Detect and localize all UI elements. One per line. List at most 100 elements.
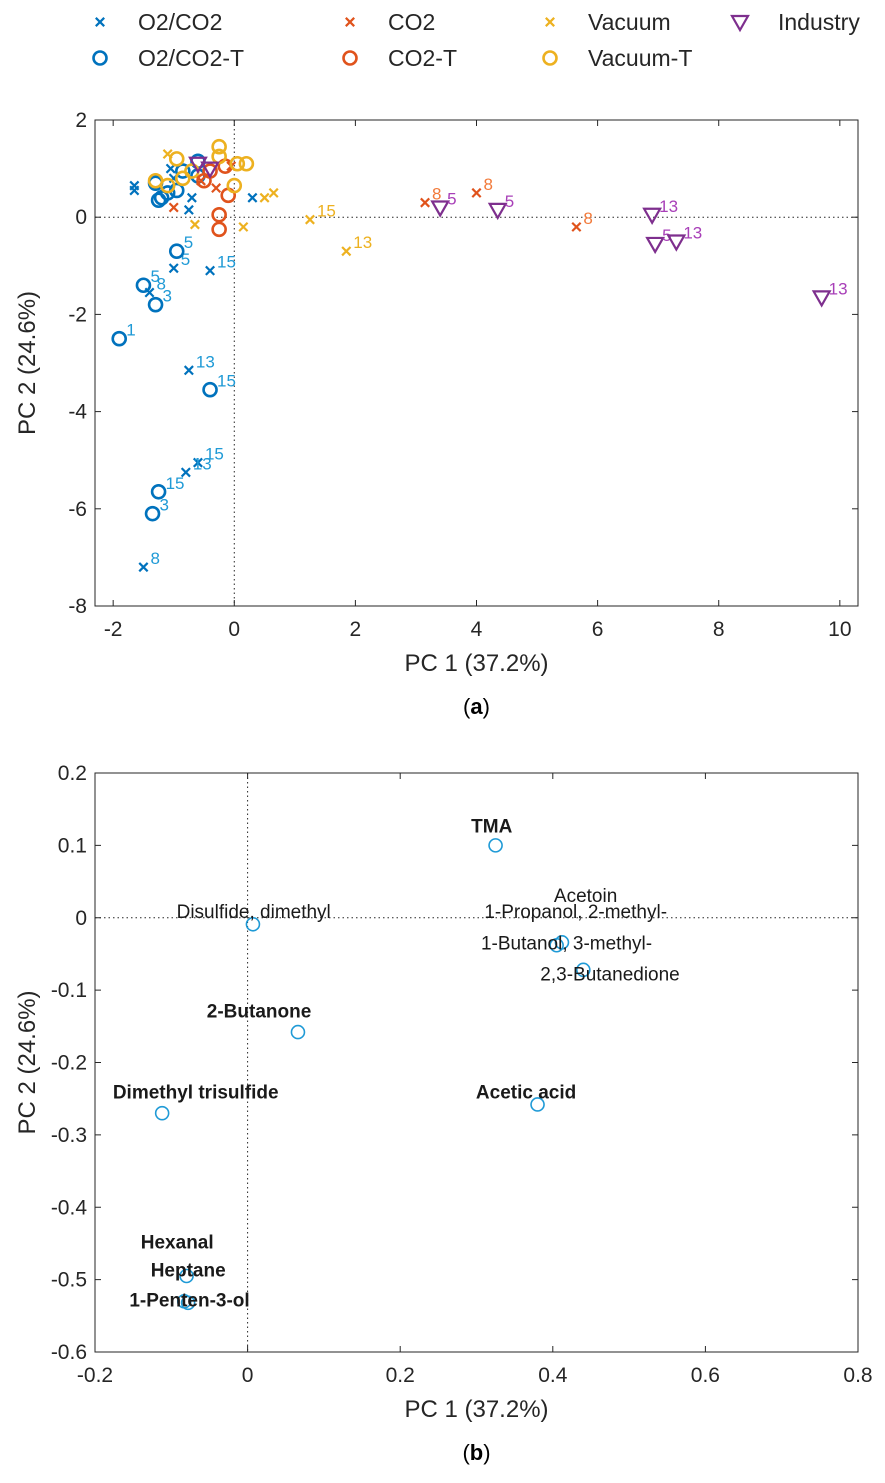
point-annotation: 2,3-Butanedione <box>540 965 679 986</box>
chart-b-y-tick-label: -0.6 <box>51 1341 87 1364</box>
chart-b-x-axis-label: PC 1 (37.2%) <box>404 1396 548 1423</box>
point-label: 1 <box>126 321 135 340</box>
legend-marker-vacuum-t <box>542 50 558 66</box>
point-label: 15 <box>205 445 224 464</box>
data-point <box>150 483 167 500</box>
data-point <box>168 243 185 260</box>
data-point <box>154 1105 170 1121</box>
chart-a-y-tick-label: -6 <box>68 498 87 521</box>
data-point <box>202 381 218 398</box>
chart-b-plot-frame <box>94 772 859 1353</box>
point-label: 5 <box>184 233 193 252</box>
chart-b-x-tick-label: 0.2 <box>386 1364 415 1387</box>
data-point <box>211 183 222 194</box>
chart-b-annotations: TMA Acetoin Disulfide, dimethyl 1-Propanol,… <box>113 816 680 1311</box>
data-point <box>159 177 176 194</box>
point-label: 5 <box>150 267 159 286</box>
data-point <box>576 962 591 978</box>
series-vacuum-t <box>147 138 255 194</box>
point-label: 8 <box>150 549 159 568</box>
point-label: 13 <box>829 279 848 298</box>
data-point <box>196 172 212 189</box>
data-point <box>487 202 508 221</box>
chart-a-x-tick-label: -2 <box>104 618 123 641</box>
chart-b-x-tick-label: -0.2 <box>77 1364 113 1387</box>
point-label: 8 <box>583 209 592 228</box>
data-point <box>175 163 191 179</box>
chart-b-y-tick-label: 0.2 <box>58 762 87 785</box>
data-point <box>666 234 687 252</box>
chart-b-x-tick-label: 0.8 <box>843 1364 872 1387</box>
data-point <box>205 265 216 276</box>
data-point <box>211 206 227 223</box>
chart-b-y-tick-label: -0.4 <box>51 1196 88 1219</box>
data-point <box>192 457 203 468</box>
legend-marker-co2-t <box>342 50 358 66</box>
chart-a-y-tick-label: -8 <box>68 595 87 618</box>
point-label: 13 <box>196 352 215 371</box>
chart-a-plot-frame <box>94 119 859 607</box>
data-point <box>341 246 352 257</box>
chart-a: -2 0 2 4 6 8 10 -8 -6 -4 -2 0 2 PC 1 (37.2%) PC 2 (24.… <box>14 9 860 719</box>
chart-a-x-tick-label: 6 <box>592 618 604 641</box>
legend-label: O2/CO2-T <box>138 45 244 71</box>
data-point <box>211 148 227 165</box>
point-label: 8 <box>432 185 441 204</box>
chart-b-y-tick-label: 0 <box>75 907 87 930</box>
point-annotation: Dimethyl trisulfide <box>113 1083 279 1104</box>
data-point <box>188 156 208 174</box>
chart-a-x-tick-label: 0 <box>228 618 240 641</box>
point-label: 5 <box>505 192 514 211</box>
legend-marker-vacuum <box>545 17 555 27</box>
data-point <box>211 138 227 155</box>
data-point <box>189 219 200 230</box>
point-label: 15 <box>217 253 236 272</box>
point-annotation: Acetoin <box>554 886 617 907</box>
data-point <box>471 187 482 198</box>
chart-a-y-axis-label: PC 2 (24.6%) <box>14 291 41 435</box>
point-label: 8 <box>157 275 166 294</box>
data-point <box>138 562 149 573</box>
chart-b-points <box>154 838 591 1311</box>
point-label: 15 <box>317 202 336 221</box>
chart-a-x-tick-label: 4 <box>471 618 483 641</box>
point-label: 8 <box>484 175 493 194</box>
legend-marker-o2-co2 <box>95 17 105 27</box>
legend-marker-o2-co2-t <box>92 50 108 66</box>
data-point <box>179 1268 194 1284</box>
data-point <box>430 200 451 218</box>
legend-label: Vacuum-T <box>588 45 692 71</box>
series-industry: 5 5 13 5 13 13 <box>188 156 848 308</box>
point-annotation: 1-Penten-3-ol <box>129 1290 249 1311</box>
data-point <box>642 207 663 225</box>
data-point <box>200 161 220 179</box>
legend-label: O2/CO2 <box>138 9 222 35</box>
data-point <box>571 221 582 232</box>
chart-a-y-tick-label: -4 <box>68 401 87 424</box>
point-label: 13 <box>683 224 702 243</box>
point-annotation: 1-Butanol, 3-methyl- <box>481 934 652 955</box>
point-label: 5 <box>447 189 456 208</box>
legend-label: Industry <box>778 9 860 35</box>
legend-label: CO2 <box>388 9 435 35</box>
data-point <box>488 838 503 853</box>
chart-a-y-tick-label: -2 <box>68 303 87 326</box>
point-label: 3 <box>163 287 172 306</box>
data-point <box>150 192 167 208</box>
data-point <box>129 185 140 196</box>
legend-marker-industry <box>730 14 750 33</box>
data-point <box>268 187 279 198</box>
point-label: 15 <box>166 474 185 493</box>
point-annotation: 2-Butanone <box>207 1002 312 1023</box>
point-label: 13 <box>659 197 678 216</box>
chart-a-panel-label: (a) <box>463 694 490 719</box>
chart-a-x-tick-label: 2 <box>350 618 362 641</box>
chart-b-x-tick-label: 0.4 <box>538 1364 568 1387</box>
point-label: 3 <box>160 496 169 515</box>
data-point <box>238 155 255 172</box>
data-point <box>111 330 128 347</box>
data-point <box>245 916 261 932</box>
